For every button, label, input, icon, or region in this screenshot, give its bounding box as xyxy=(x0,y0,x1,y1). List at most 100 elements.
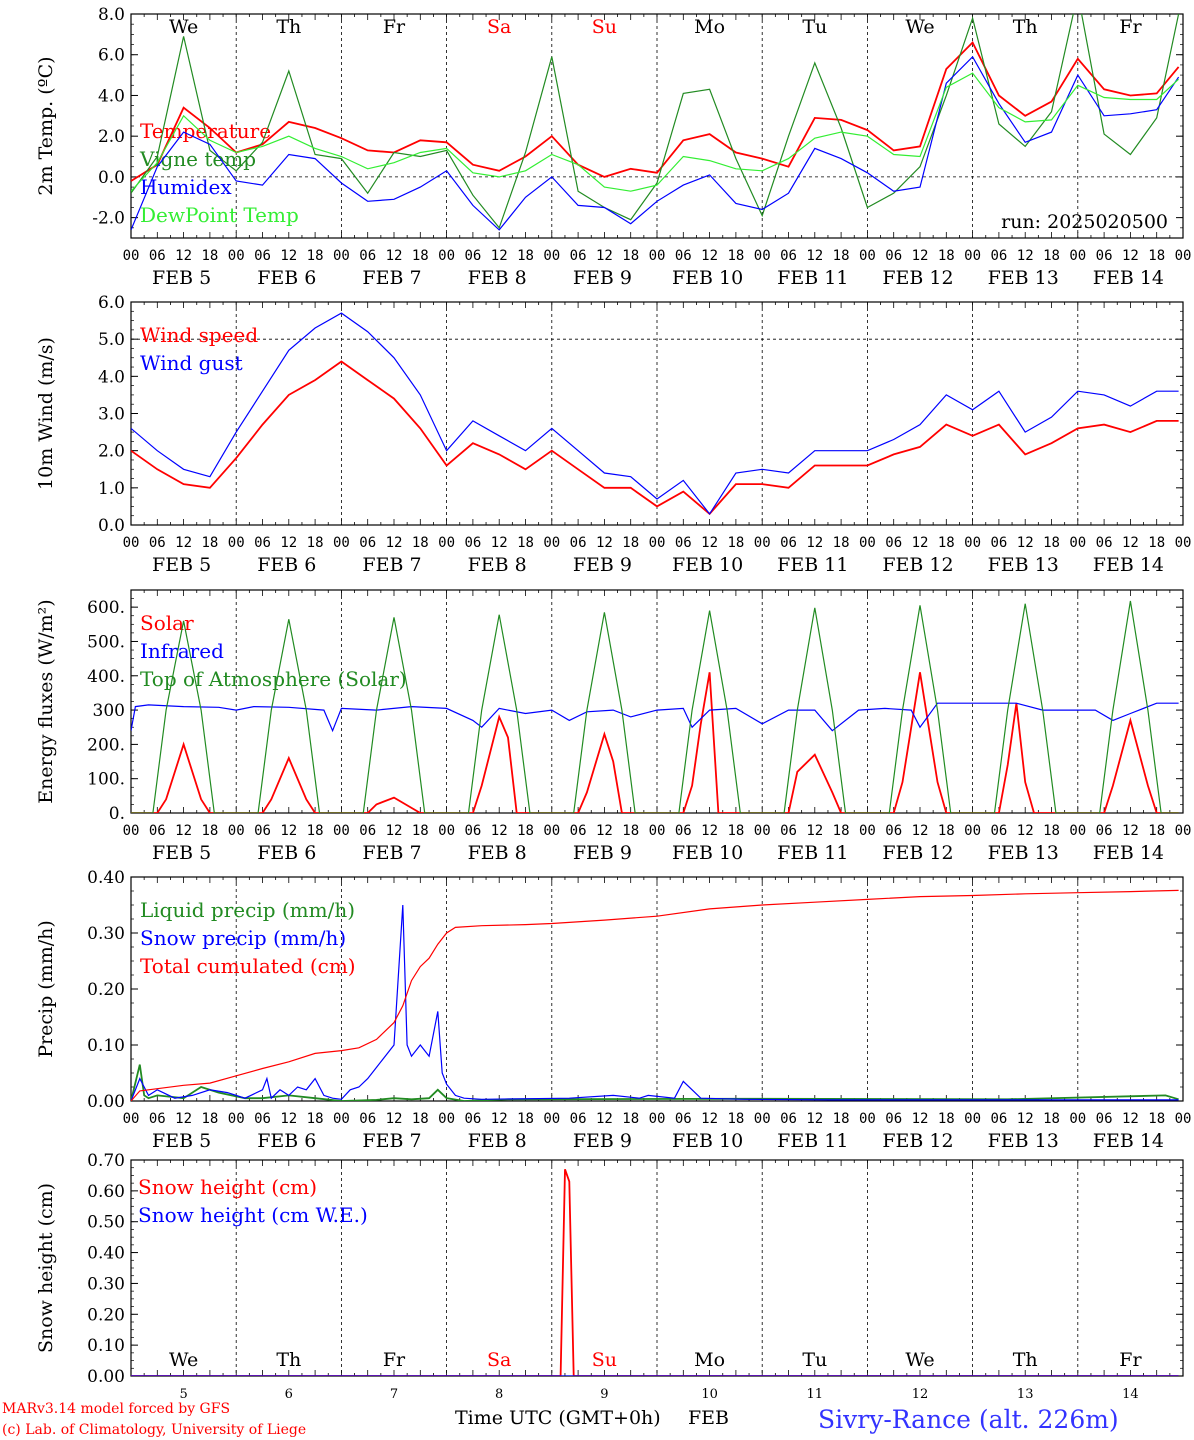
x-hour-label: 12 xyxy=(491,248,508,264)
footer-lab-line: (c) Lab. of Climatology, University of L… xyxy=(2,1422,306,1438)
series-line-3 xyxy=(131,600,1179,813)
x-day-label: FEB 14 xyxy=(1093,842,1164,864)
x-hour-label: 12 xyxy=(912,248,929,264)
y-tick-label: 0.10 xyxy=(87,1336,125,1356)
x-hour-label: 12 xyxy=(806,535,823,551)
x-hour-label: 06 xyxy=(990,823,1007,839)
x-hour-label: 12 xyxy=(280,1111,297,1127)
y-tick-label: 2.0 xyxy=(98,127,125,147)
x-hour-label: 00 xyxy=(228,823,245,839)
x-day-label: FEB 7 xyxy=(362,267,421,289)
x-hour-label: 12 xyxy=(175,248,192,264)
y-tick-label: 6.0 xyxy=(98,293,125,313)
x-day-label: FEB 13 xyxy=(988,267,1059,289)
x-hour-label: 12 xyxy=(701,535,718,551)
plot-frame xyxy=(130,301,1184,526)
x-hour-label: 18 xyxy=(1148,823,1165,839)
x-hour-label: 18 xyxy=(833,535,850,551)
x-hour-label: 18 xyxy=(517,1111,534,1127)
y-axis-label: Precip (mm/h) xyxy=(35,920,57,1058)
x-hour-label: 12 xyxy=(596,823,613,839)
x-day-number: 12 xyxy=(912,1387,929,1402)
x-hour-label: 12 xyxy=(280,248,297,264)
y-tick-label: 0.00 xyxy=(87,1092,125,1112)
y-tick-label: 0.50 xyxy=(87,1213,125,1233)
x-hour-label: 00 xyxy=(1069,1111,1086,1127)
legend-entry: Snow height (cm W.E.) xyxy=(138,1203,368,1227)
y-tick-label: 6.0 xyxy=(98,46,125,66)
legend-entry: Infrared xyxy=(140,639,224,663)
x-hour-label: 00 xyxy=(754,535,771,551)
x-hour-label: 00 xyxy=(859,823,876,839)
x-hour-label: 12 xyxy=(1122,535,1139,551)
legend-entry: Vigne temp xyxy=(139,147,256,171)
weekday-label: Mo xyxy=(694,1349,725,1371)
x-hour-label: 00 xyxy=(333,248,350,264)
x-hour-label: 06 xyxy=(675,535,692,551)
x-hour-label: 18 xyxy=(201,248,218,264)
x-hour-label: 06 xyxy=(1096,535,1113,551)
x-hour-label: 06 xyxy=(780,1111,797,1127)
x-day-number: 10 xyxy=(701,1387,718,1402)
x-hour-label: 12 xyxy=(491,1111,508,1127)
x-hour-label: 12 xyxy=(280,823,297,839)
x-hour-label: 06 xyxy=(570,248,587,264)
weekday-label: Su xyxy=(592,16,617,38)
y-tick-label: 5.0 xyxy=(98,330,125,350)
x-hour-label: 18 xyxy=(307,248,324,264)
x-hour-label: 06 xyxy=(359,823,376,839)
x-hour-label: 00 xyxy=(543,1111,560,1127)
x-hour-label: 00 xyxy=(333,1111,350,1127)
y-tick-label: -2.0 xyxy=(92,209,125,229)
x-hour-label: 12 xyxy=(386,248,403,264)
y-tick-label: 600. xyxy=(87,598,125,618)
x-hour-label: 00 xyxy=(1175,823,1192,839)
x-hour-label: 06 xyxy=(885,1111,902,1127)
x-day-label: FEB 12 xyxy=(882,842,953,864)
x-hour-label: 18 xyxy=(201,535,218,551)
x-hour-label: 12 xyxy=(701,1111,718,1127)
x-hour-label: 06 xyxy=(570,823,587,839)
x-day-label: FEB 14 xyxy=(1093,267,1164,289)
weekday-label: We xyxy=(905,1349,934,1371)
x-hour-label: 18 xyxy=(938,1111,955,1127)
weekday-label: Mo xyxy=(694,16,725,38)
x-hour-label: 00 xyxy=(228,1111,245,1127)
series-line-2 xyxy=(131,312,1179,515)
x-day-label: FEB 5 xyxy=(152,554,211,576)
y-tick-label: 0.30 xyxy=(87,924,125,944)
x-day-label: FEB 10 xyxy=(672,554,743,576)
x-hour-label: 18 xyxy=(412,823,429,839)
x-hour-label: 06 xyxy=(149,1111,166,1127)
x-hour-label: 12 xyxy=(1017,1111,1034,1127)
weekday-label: Sa xyxy=(487,1349,511,1371)
x-hour-label: 00 xyxy=(964,1111,981,1127)
weekday-label: Th xyxy=(1013,16,1038,38)
x-hour-label: 18 xyxy=(201,1111,218,1127)
y-tick-label: 0. xyxy=(109,804,125,824)
weekday-label: Fr xyxy=(383,1349,406,1371)
footer-month: FEB xyxy=(688,1407,729,1429)
x-day-label: FEB 7 xyxy=(362,554,421,576)
x-hour-label: 00 xyxy=(333,823,350,839)
y-tick-label: 400. xyxy=(87,667,125,687)
y-axis-label: 2m Temp. (ºC) xyxy=(35,56,57,195)
x-hour-label: 18 xyxy=(412,535,429,551)
y-tick-label: 1.0 xyxy=(98,479,125,499)
run-label: run: 2025020500 xyxy=(1001,211,1168,233)
weekday-label: Th xyxy=(1013,1349,1038,1371)
x-hour-label: 12 xyxy=(806,1111,823,1127)
series-line-4 xyxy=(131,72,1180,192)
x-day-label: FEB 13 xyxy=(988,554,1059,576)
x-day-label: FEB 12 xyxy=(882,554,953,576)
x-day-label: FEB 8 xyxy=(468,1130,527,1152)
x-hour-label: 18 xyxy=(727,823,744,839)
x-hour-label: 06 xyxy=(359,535,376,551)
x-hour-label: 12 xyxy=(701,823,718,839)
legend-entry: Snow height (cm) xyxy=(138,1175,317,1199)
y-axis-label: Energy fluxes (W/m²) xyxy=(35,599,57,803)
weekday-label: We xyxy=(905,16,934,38)
y-tick-label: 100. xyxy=(87,770,125,790)
x-hour-label: 00 xyxy=(964,535,981,551)
x-day-label: FEB 5 xyxy=(152,1130,211,1152)
